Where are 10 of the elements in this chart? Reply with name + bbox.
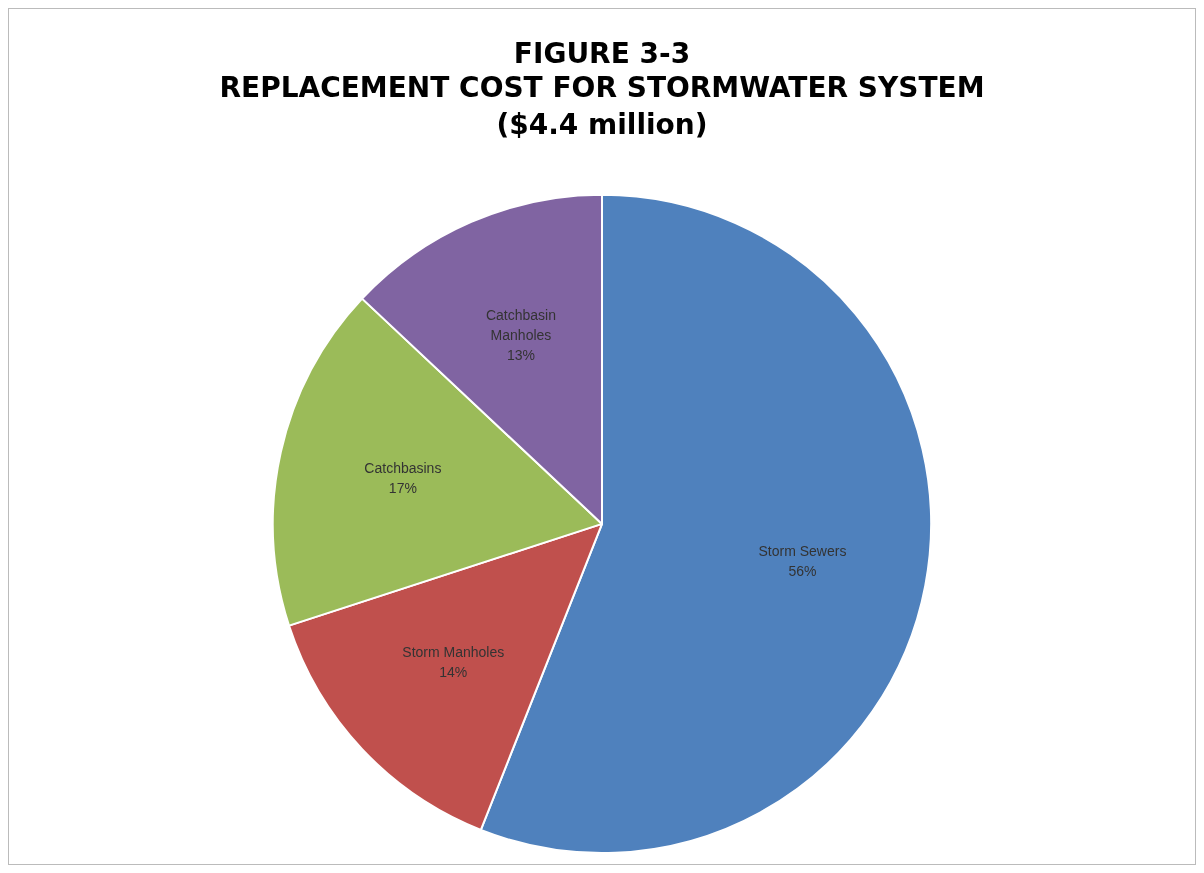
data-label: 56% [788, 562, 817, 579]
chart-title: FIGURE 3-3 REPLACEMENT COST FOR STORMWATER SYSTEM [219, 37, 985, 104]
data-label: 17% [388, 480, 417, 497]
slice-label: Storm Manholes [402, 644, 505, 661]
slice-label: Storm Sewers [758, 542, 847, 559]
slice-label: Catchbasin Manholes [485, 307, 556, 344]
slice-label: Catchbasins [364, 460, 442, 477]
data-label: 13% [506, 347, 535, 364]
chart-subtitle: ($4.4 million) [496, 108, 708, 142]
data-label: 14% [439, 664, 468, 681]
